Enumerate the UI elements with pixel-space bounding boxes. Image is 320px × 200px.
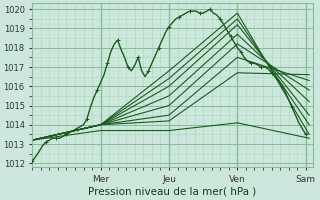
X-axis label: Pression niveau de la mer( hPa ): Pression niveau de la mer( hPa ): [88, 187, 257, 197]
